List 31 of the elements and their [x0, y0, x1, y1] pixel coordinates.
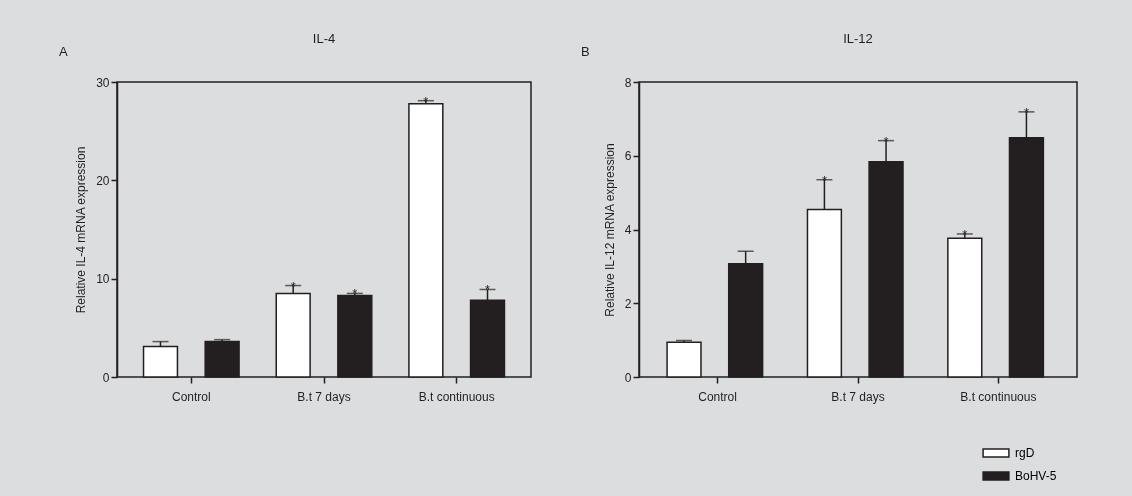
x-tick-label: B.t continuous — [418, 389, 495, 404]
y-tick-label: 0 — [624, 370, 632, 385]
legend-label: rgD — [1015, 446, 1035, 460]
x-tick-label: B.t continuous — [960, 389, 1037, 404]
y-tick-label: 6 — [624, 149, 632, 164]
data-label: * — [484, 282, 491, 298]
x-tick-label: Control — [698, 389, 737, 404]
chart-title: IL-4 — [312, 31, 336, 46]
y-tick-label: 2 — [624, 296, 632, 311]
y-tick-label: 10 — [96, 272, 110, 287]
x-tick-label: B.t 7 days — [831, 389, 885, 404]
x-tick-label: Control — [171, 389, 211, 404]
data-label: * — [883, 133, 889, 149]
data-label: * — [352, 286, 358, 302]
data-label: * — [290, 278, 296, 294]
y-axis-title: Relative IL-12 mRNA expression — [602, 143, 617, 317]
y-tick-label: 8 — [624, 75, 632, 90]
text: B — [581, 44, 590, 59]
data-label: * — [821, 172, 827, 188]
legend-label: BoHV-5 — [1015, 469, 1057, 483]
data-label: * — [423, 93, 429, 109]
y-tick-label: 0 — [102, 370, 110, 385]
text: A — [59, 44, 68, 59]
data-label: * — [962, 226, 968, 242]
data-label: * — [1023, 104, 1029, 120]
chart-title: IL-12 — [843, 31, 873, 46]
y-tick-label: 20 — [96, 173, 110, 188]
x-tick-label: B.t 7 days — [297, 389, 351, 404]
y-axis-title: Relative IL-4 mRNA expression — [74, 146, 89, 314]
y-tick-label: 30 — [96, 75, 110, 90]
y-tick-label: 4 — [624, 223, 632, 237]
